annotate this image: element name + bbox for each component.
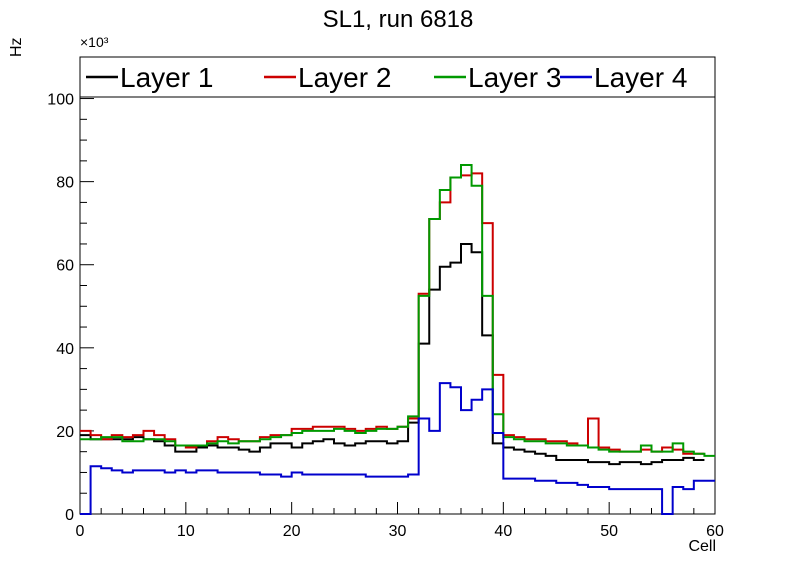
x-tick-label: 60 (706, 523, 724, 540)
y-tick-label: 60 (56, 258, 74, 275)
x-tick-label: 50 (600, 523, 618, 540)
y-tick-label: 20 (56, 424, 74, 441)
series-line-layer-1 (80, 242, 705, 466)
legend-label-layer-3: Layer 3 (468, 62, 561, 93)
series-line-layer-2 (80, 172, 705, 455)
y-scale-multiplier: ×10³ (80, 34, 109, 50)
legend-label-layer-1: Layer 1 (120, 62, 213, 93)
y-tick-label: 80 (56, 175, 74, 192)
x-tick-label: 10 (177, 523, 195, 540)
x-tick-label: 20 (283, 523, 301, 540)
x-axis-label: Cell (688, 538, 716, 555)
legend-box (79, 56, 716, 98)
y-tick-label: 40 (56, 341, 74, 358)
x-tick-label: 40 (494, 523, 512, 540)
legend-label-layer-2: Layer 2 (298, 62, 391, 93)
chart-title: SL1, run 6818 (322, 6, 474, 33)
x-tick-label: 0 (76, 523, 85, 540)
series-line-layer-3 (80, 164, 715, 457)
x-tick-label: 30 (389, 523, 407, 540)
series-line-layer-4 (80, 382, 715, 515)
legend-label-layer-4: Layer 4 (594, 62, 687, 93)
y-tick-label: 100 (47, 92, 74, 109)
y-tick-label: 0 (65, 507, 74, 524)
